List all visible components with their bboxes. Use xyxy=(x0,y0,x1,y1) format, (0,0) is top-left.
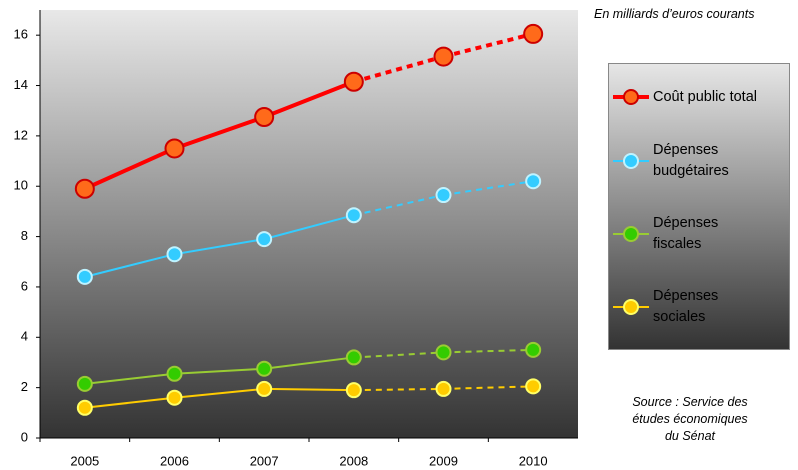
marker xyxy=(256,360,273,377)
x-tick-label: 2009 xyxy=(429,453,458,468)
line-segment xyxy=(84,396,175,409)
line-segment xyxy=(174,367,265,375)
line-segment xyxy=(443,385,534,390)
legend-swatch xyxy=(613,89,649,106)
legend-swatch xyxy=(613,225,649,242)
legend-label: Dépenses fiscales xyxy=(653,214,719,252)
line-segment xyxy=(84,253,175,278)
x-tick-label: 2006 xyxy=(160,453,189,468)
y-tick-label: 12 xyxy=(14,127,28,142)
legend-swatch xyxy=(613,153,649,170)
line-segment xyxy=(174,238,265,256)
x-tick-label: 2007 xyxy=(250,453,279,468)
legend-item: Dépenses budgétaires xyxy=(609,140,789,182)
y-tick-label: 0 xyxy=(21,429,28,444)
marker xyxy=(76,375,93,392)
marker xyxy=(345,349,362,366)
line-segment xyxy=(84,372,175,385)
line-segment xyxy=(353,387,444,392)
marker xyxy=(433,46,454,67)
y-tick-label: 6 xyxy=(21,278,28,293)
legend-item: Dépenses fiscales xyxy=(609,213,789,255)
line-segment xyxy=(264,356,354,370)
y-tick-label: 10 xyxy=(14,178,28,193)
line-segment xyxy=(353,54,445,84)
marker xyxy=(525,173,542,190)
legend-marker xyxy=(623,225,639,242)
marker xyxy=(256,380,273,397)
marker xyxy=(256,231,273,248)
marker xyxy=(523,23,544,44)
marker xyxy=(343,71,364,92)
unit-note: En milliards d’euros courants xyxy=(594,7,755,21)
marker xyxy=(525,378,542,395)
line-segment xyxy=(353,351,444,359)
legend-item: Coût public total xyxy=(609,85,789,109)
x-tick-label: 2010 xyxy=(519,453,548,468)
line-segment xyxy=(263,214,355,241)
line-segment xyxy=(443,31,534,59)
legend-item: Dépenses sociales xyxy=(609,286,789,328)
marker xyxy=(166,389,183,406)
x-tick-label: 2005 xyxy=(70,453,99,468)
y-tick-label: 2 xyxy=(21,379,28,394)
marker xyxy=(345,382,362,399)
legend-swatch xyxy=(613,298,649,315)
line-segment xyxy=(84,146,176,191)
legend-label: Coût public total xyxy=(653,88,757,105)
legend-marker xyxy=(623,89,639,106)
marker xyxy=(345,207,362,224)
y-tick-label: 4 xyxy=(21,329,28,344)
legend-label: Dépenses sociales xyxy=(653,287,719,325)
line-segment xyxy=(443,348,534,354)
source-note: Source : Service des études économiques … xyxy=(632,395,748,443)
legend: Coût public total Dépenses budgétaires Dép… xyxy=(608,63,790,350)
marker xyxy=(435,187,452,204)
plot-area xyxy=(40,10,578,438)
line-segment xyxy=(264,387,354,392)
y-tick-label: 16 xyxy=(14,27,28,42)
marker xyxy=(76,268,93,285)
x-tick-label: 2008 xyxy=(339,453,368,468)
marker xyxy=(74,178,95,199)
y-tick-label: 14 xyxy=(14,77,28,92)
line-segment xyxy=(353,194,444,217)
marker xyxy=(166,246,183,263)
legend-marker xyxy=(623,153,639,170)
legend-label: Dépenses budgétaires xyxy=(653,142,729,180)
line-segment xyxy=(263,79,355,119)
marker xyxy=(435,344,452,361)
marker xyxy=(525,341,542,358)
marker xyxy=(435,380,452,397)
marker xyxy=(164,138,185,159)
marker xyxy=(166,365,183,382)
marker xyxy=(76,399,93,416)
y-tick-label: 8 xyxy=(21,228,28,243)
line-segment xyxy=(173,115,265,151)
line-segment xyxy=(443,180,534,197)
line-segment xyxy=(174,387,265,399)
marker xyxy=(254,107,275,127)
legend-marker xyxy=(623,298,639,315)
